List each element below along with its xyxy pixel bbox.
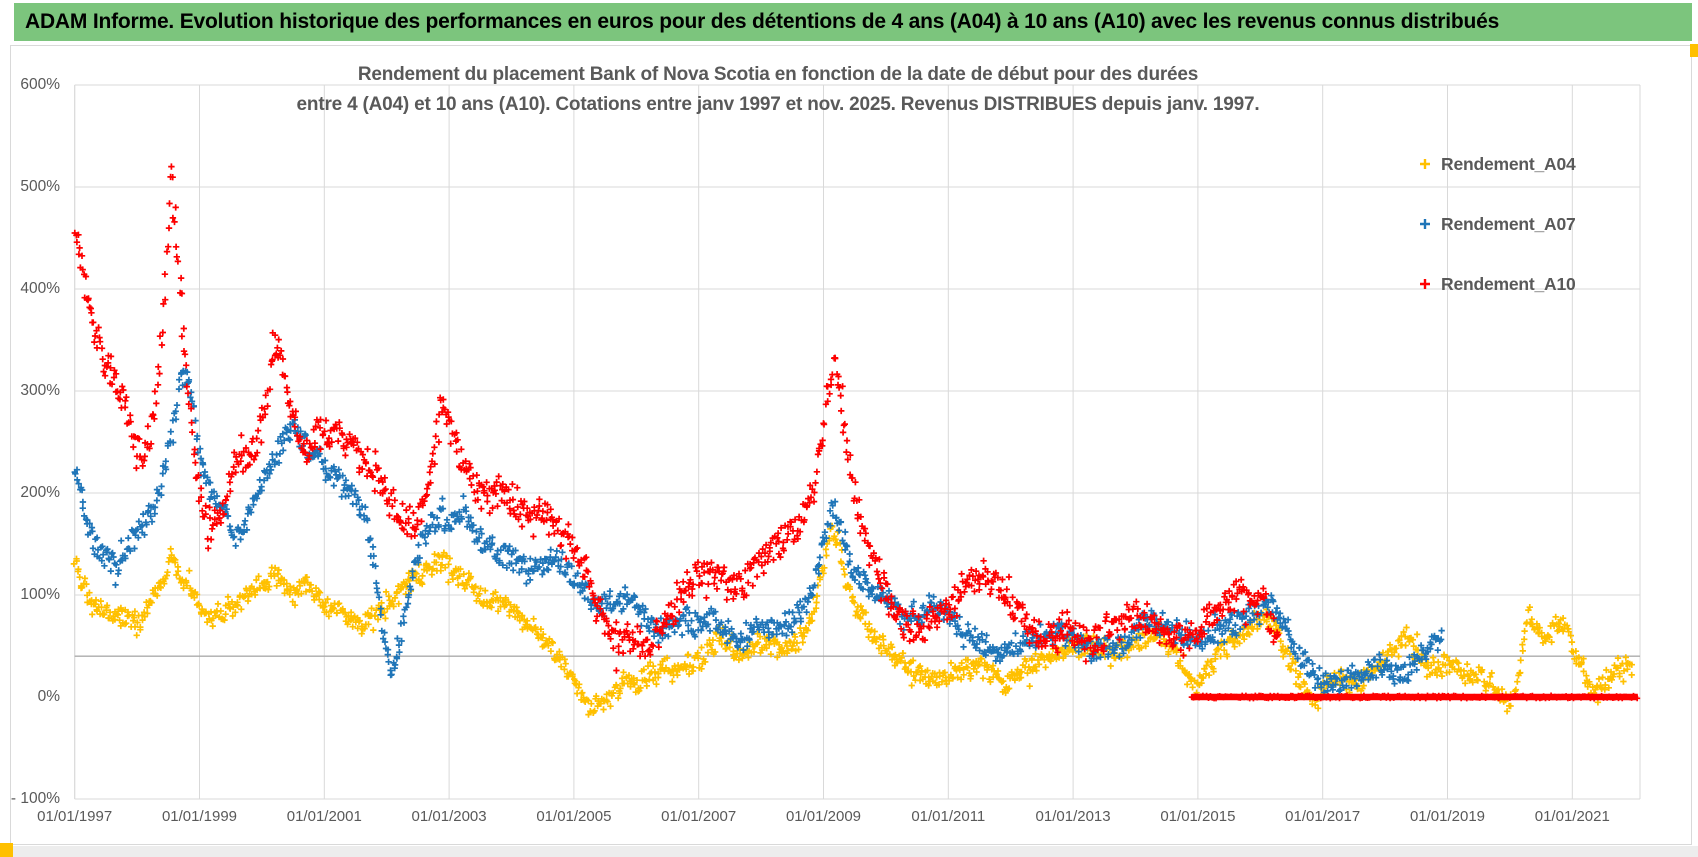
x-tick-label: 01/01/2017 <box>1285 808 1361 825</box>
legend-label: Rendement_A07 <box>1441 213 1576 234</box>
report-title-banner: ADAM Informe. Evolution historique des p… <box>14 3 1692 41</box>
x-tick-label: 01/01/1997 <box>37 808 113 825</box>
x-tick-label: 01/01/1999 <box>161 808 238 825</box>
chart-legend: Rendement_A04 Rendement_A07 Rendement_A1… <box>1418 150 1608 330</box>
selection-handle[interactable] <box>1690 44 1698 57</box>
legend-label: Rendement_A10 <box>1441 273 1576 294</box>
chart-title-line1: Rendement du placement Bank of Nova Scot… <box>357 64 1199 85</box>
x-tick-label: 01/01/2019 <box>1409 808 1486 825</box>
x-tick-label: 01/01/2001 <box>286 808 362 825</box>
x-tick-label: 01/01/2003 <box>411 808 487 825</box>
chart-title-line2: entre 4 (A04) et 10 ans (A10). Cotations… <box>296 94 1260 115</box>
chart-title: Rendement du placement Bank of Nova Scot… <box>278 60 1278 120</box>
report-title: ADAM Informe. Evolution historique des p… <box>25 10 1500 33</box>
x-tick-label: 01/01/2005 <box>536 808 612 825</box>
legend-item-a10[interactable]: Rendement_A10 <box>1418 270 1608 298</box>
series-zero-points <box>1188 692 1641 702</box>
x-tick-label: 01/01/2011 <box>911 808 986 825</box>
x-tick-label: 01/01/2013 <box>1035 808 1111 825</box>
legend-label: Rendement_A04 <box>1441 153 1576 174</box>
y-tick-label: 300% <box>20 382 60 399</box>
plus-marker-icon <box>1420 219 1430 229</box>
y-tick-label: 0% <box>37 688 60 705</box>
x-tick-label: 01/01/2015 <box>1160 808 1236 825</box>
y-tick-label: 500% <box>20 178 60 195</box>
x-tick-label: 01/01/2009 <box>785 808 862 825</box>
chart-frame[interactable] <box>10 45 1692 845</box>
legend-item-a07[interactable]: Rendement_A07 <box>1418 210 1608 238</box>
y-tick-label: 400% <box>20 280 60 297</box>
plus-marker-icon <box>1420 159 1430 169</box>
selection-handle[interactable] <box>0 843 13 857</box>
legend-item-a04[interactable]: Rendement_A04 <box>1418 150 1608 178</box>
x-tick-label: 01/01/2021 <box>1534 808 1610 825</box>
plus-marker-icon <box>1420 279 1430 289</box>
y-tick-label: - 100% <box>10 790 60 807</box>
series-points-rendement_a07[interactable] <box>71 367 1445 696</box>
x-tick-label: 01/01/2007 <box>661 808 737 825</box>
y-tick-label: 200% <box>20 484 60 501</box>
worksheet-row-strip <box>0 846 1698 857</box>
series-points-rendement_a10[interactable] <box>71 163 1282 674</box>
series-points-rendement_a04[interactable] <box>70 522 1635 718</box>
y-tick-label: 100% <box>20 586 60 603</box>
y-tick-label: 600% <box>20 76 60 93</box>
